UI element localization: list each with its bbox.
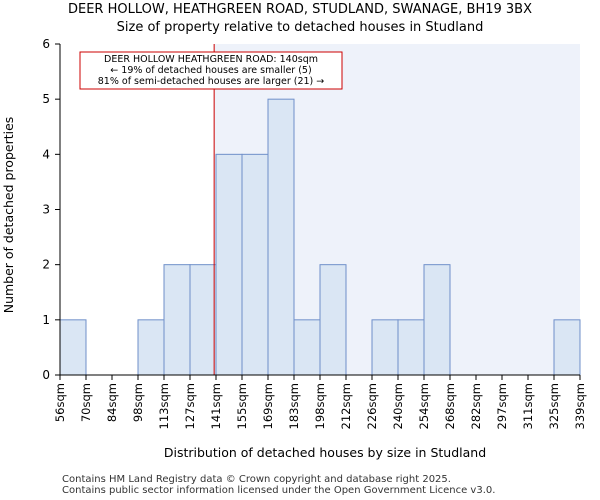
y-tick-label: 5 [42, 92, 50, 106]
bar-183sqm [293, 319, 321, 376]
bar-240sqm [397, 319, 425, 376]
footer-line-1: Contains HM Land Registry data © Crown c… [62, 474, 451, 485]
x-tick-label: 226sqm [365, 383, 379, 429]
bar-226sqm [371, 319, 399, 376]
annotation-line-2: ← 19% of detached houses are smaller (5) [110, 65, 311, 76]
y-tick-label: 3 [42, 203, 50, 217]
y-tick-label: 0 [42, 368, 50, 382]
y-axis-ticks: 0 1 2 3 4 5 6 [42, 37, 60, 382]
x-tick-label: 155sqm [235, 383, 249, 429]
bars-group [59, 98, 581, 376]
y-tick-label: 2 [42, 258, 50, 272]
x-tick-label: 113sqm [157, 383, 171, 429]
x-tick-label: 98sqm [131, 383, 145, 422]
bar-98sqm [137, 319, 165, 376]
x-tick-label: 183sqm [287, 383, 301, 429]
annotation-line-1: DEER HOLLOW HEATHGREEN ROAD: 140sqm [104, 54, 318, 65]
x-tick-label: 311sqm [521, 383, 535, 429]
x-tick-label: 198sqm [313, 383, 327, 429]
bar-113sqm [163, 264, 191, 376]
annotation-frame [79, 51, 343, 90]
x-tick-label: 297sqm [495, 383, 509, 429]
x-tick-label: 325sqm [547, 383, 561, 429]
y-axis-label: Number of detached properties [1, 117, 16, 314]
x-tick-label: 254sqm [417, 383, 431, 429]
x-tick-label: 70sqm [79, 383, 93, 422]
y-tick-label: 4 [42, 147, 50, 161]
x-tick-label: 56sqm [53, 383, 67, 422]
x-tick-label: 240sqm [391, 383, 405, 429]
chart-title: DEER HOLLOW, HEATHGREEN ROAD, STUDLAND, … [67, 2, 532, 17]
annotation-box: DEER HOLLOW HEATHGREEN ROAD: 140sqm ← 19… [79, 51, 343, 90]
bar-325sqm [553, 319, 581, 376]
x-tick-label: 141sqm [209, 383, 223, 429]
bar-155sqm [241, 153, 269, 376]
bar-254sqm [423, 264, 451, 376]
footer-line-2: Contains public sector information licen… [62, 485, 496, 496]
x-tick-label: 169sqm [261, 383, 275, 429]
y-tick-label: 1 [42, 313, 50, 327]
annotation-line-3: 81% of semi-detached houses are larger (… [98, 76, 325, 87]
bar-56sqm [59, 319, 87, 376]
bar-127sqm [189, 264, 217, 376]
x-tick-label: 268sqm [443, 383, 457, 429]
bar-198sqm [319, 264, 347, 376]
x-tick-label: 127sqm [183, 383, 197, 429]
bar-141sqm [215, 153, 243, 376]
bar-169sqm [267, 98, 295, 376]
y-tick-label: 6 [42, 37, 50, 51]
x-axis-ticks: 56sqm 70sqm 84sqm 98sqm 113sqm 127sqm 141sqm 15… [53, 375, 587, 429]
x-tick-label: 212sqm [339, 383, 353, 429]
x-tick-label: 282sqm [469, 383, 483, 429]
x-tick-label: 84sqm [105, 383, 119, 422]
x-axis-label: Distribution of detached houses by size … [164, 445, 486, 460]
chart-subtitle: Size of property relative to detached ho… [116, 20, 484, 35]
x-tick-label: 339sqm [573, 383, 587, 429]
